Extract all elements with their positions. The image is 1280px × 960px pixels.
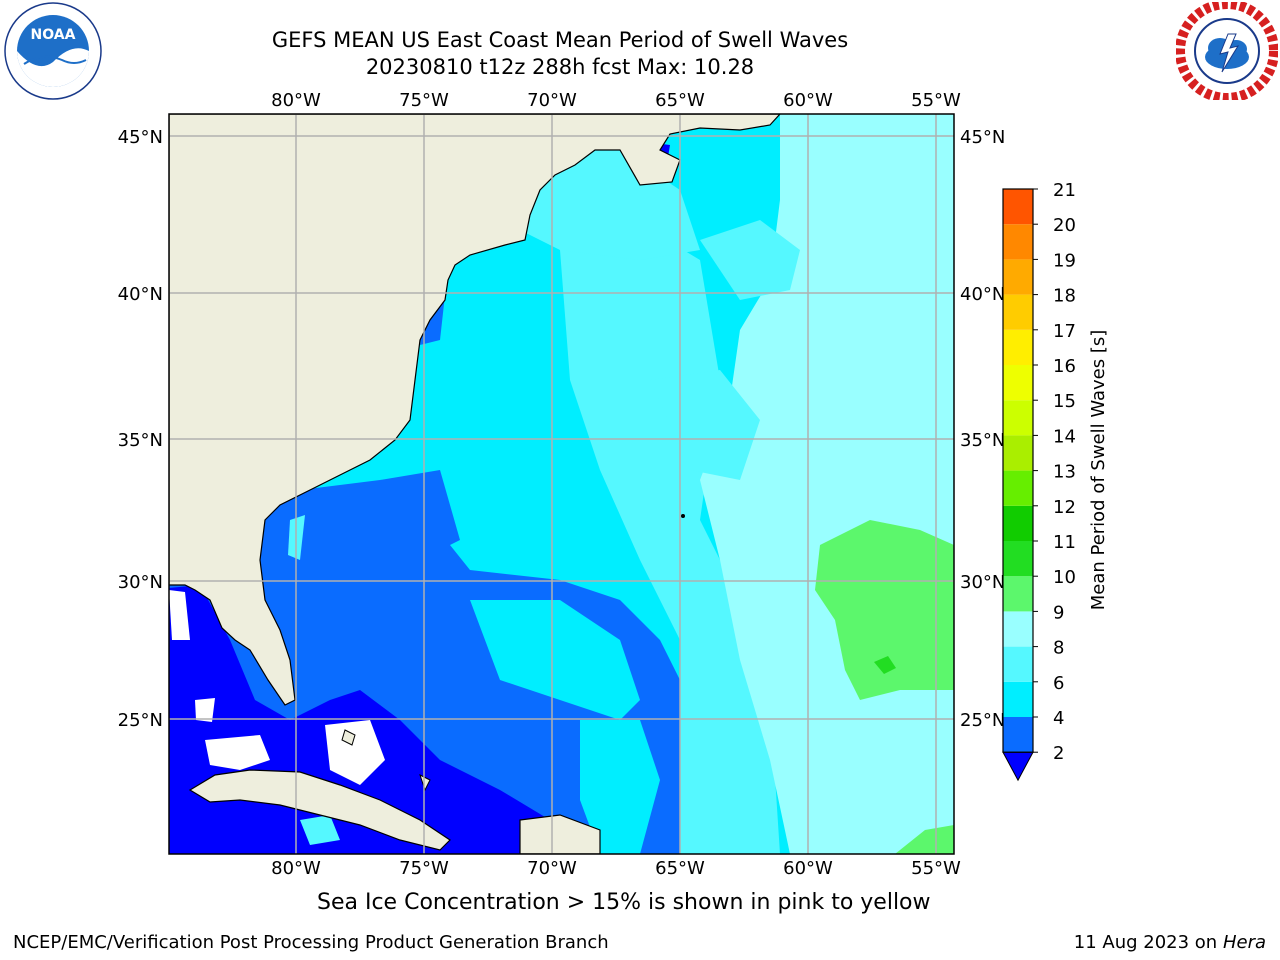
- colorbar-segment: [1003, 365, 1033, 401]
- lon-label-bottom: 75°W: [399, 858, 449, 879]
- lon-label-bottom: 80°W: [271, 858, 321, 879]
- ocean-green-region: [815, 520, 954, 700]
- colorbar-segment: [1003, 470, 1033, 506]
- map-axis-labels: 80°W 80°W 75°W 75°W 70°W 70°W 65°W 65°W 60°W 60°W…: [118, 90, 1006, 879]
- land-bahamas-2: [419, 774, 431, 792]
- land-bahamas: [341, 729, 356, 746]
- colorbar-tick-label: 6: [1053, 673, 1064, 694]
- credit-text: NCEP/EMC/Verification Post Processing Pr…: [13, 932, 609, 953]
- ocean-light-cyan-region: [560, 230, 780, 854]
- colorbar-segment: [1003, 400, 1033, 436]
- colorbar-tick-label: 12: [1053, 497, 1076, 518]
- lat-label-left: 45°N: [118, 127, 163, 148]
- lat-label-left: 40°N: [118, 284, 163, 305]
- lon-label-top: 70°W: [527, 90, 577, 111]
- colorbar-segment: [1003, 717, 1033, 753]
- colorbar-tick-label: 8: [1053, 638, 1064, 659]
- land-hispaniola: [519, 814, 601, 854]
- lon-label-bottom: 55°W: [911, 858, 961, 879]
- chart-title: GEFS MEAN US East Coast Mean Period of S…: [271, 28, 849, 52]
- missing-data-patch: [169, 590, 190, 640]
- colorbar-segment: [1003, 505, 1033, 541]
- sea-ice-note: Sea Ice Concentration > 15% is shown in …: [317, 890, 931, 915]
- ocean-light-cyan-patch: [700, 220, 800, 300]
- colorbar-tick-label: 11: [1053, 532, 1076, 553]
- colorbar-segment: [1003, 681, 1033, 717]
- ocean-bright-green-spot: [874, 656, 896, 674]
- lon-label-bottom: 70°W: [527, 858, 577, 879]
- colorbar-tick-label: 18: [1053, 286, 1076, 307]
- run-date: 11 Aug 2023 on: [1073, 932, 1218, 953]
- colorbar-segment: [1003, 259, 1033, 295]
- colorbar-extend-arrow: [1002, 751, 1034, 782]
- lat-label-right: 40°N: [960, 284, 1005, 305]
- lon-label-bottom: 60°W: [783, 858, 833, 879]
- colorbar: 2 4 6 8 9 10 11 12 13 14 15 16 17 18 19 20 21: [1002, 180, 1076, 782]
- map-gridlines: [169, 114, 954, 854]
- missing-data-patch: [325, 720, 385, 785]
- lon-label-top: 60°W: [783, 90, 833, 111]
- lat-label-right: 30°N: [960, 572, 1005, 593]
- lon-label-top: 75°W: [399, 90, 449, 111]
- map-field: [169, 114, 954, 854]
- colorbar-segment: [1003, 646, 1033, 682]
- lon-label-bottom: 65°W: [655, 858, 705, 879]
- lon-label-top: 55°W: [911, 90, 961, 111]
- noaa-logo-icon: NOAA: [4, 2, 102, 100]
- ocean-blue-patch: [380, 470, 460, 560]
- land-cuba: [188, 769, 451, 851]
- ocean-light-cyan-patch-2: [650, 370, 760, 480]
- ocean-green-corner: [895, 825, 954, 854]
- colorbar-tick-label: 2: [1053, 743, 1064, 764]
- colorbar-tick-label: 15: [1053, 391, 1076, 412]
- ocean-cyan-patch-south: [300, 815, 340, 845]
- colorbar-segment: [1003, 435, 1033, 471]
- machine-name: Hera: [1222, 932, 1266, 953]
- ocean-cyan-intrusion: [470, 600, 640, 720]
- lat-label-right: 25°N: [960, 710, 1005, 731]
- nws-logo-icon: [1176, 2, 1278, 100]
- colorbar-segment: [1003, 294, 1033, 330]
- lon-label-top: 80°W: [271, 90, 321, 111]
- colorbar-tick-label: 17: [1053, 321, 1076, 342]
- colorbar-segment: [1003, 611, 1033, 647]
- lat-label-left: 25°N: [118, 710, 163, 731]
- lat-label-left: 30°N: [118, 572, 163, 593]
- colorbar-tick-label: 9: [1053, 602, 1064, 623]
- lat-label-left: 35°N: [118, 430, 163, 451]
- colorbar-tick-label: 21: [1053, 180, 1076, 201]
- colorbar-tick-label: 10: [1053, 567, 1076, 588]
- lat-label-right: 45°N: [960, 127, 1005, 148]
- noaa-logo-text: NOAA: [31, 27, 76, 43]
- colorbar-segment: [1003, 541, 1033, 577]
- colorbar-segment: [1003, 224, 1033, 260]
- colorbar-tick-label: 19: [1053, 250, 1076, 271]
- missing-data-patch: [195, 698, 215, 722]
- colorbar-segment: [1003, 189, 1033, 225]
- chart-subtitle: 20230810 t12z 288h fcst Max: 10.28: [365, 55, 755, 79]
- colorbar-tick-label: 4: [1053, 708, 1064, 729]
- missing-data-patch: [205, 735, 270, 770]
- colorbar-label: Mean Period of Swell Waves [s]: [1088, 330, 1109, 611]
- colorbar-tick-label: 14: [1053, 426, 1076, 447]
- run-date-text: 11 Aug 2023 on Hera: [1074, 932, 1266, 953]
- map-frame: [168, 113, 955, 855]
- land-bermuda: [681, 514, 685, 518]
- colorbar-tick-label: 20: [1053, 215, 1076, 236]
- colorbar-segment: [1003, 576, 1033, 612]
- land-north-america: [169, 114, 781, 706]
- colorbar-segment: [1003, 329, 1033, 365]
- colorbar-tick-label: 13: [1053, 462, 1076, 483]
- lon-label-top: 65°W: [655, 90, 705, 111]
- colorbar-tick-label: 16: [1053, 356, 1076, 377]
- lat-label-right: 35°N: [960, 430, 1005, 451]
- ocean-cyan-intrusion-2: [580, 720, 660, 854]
